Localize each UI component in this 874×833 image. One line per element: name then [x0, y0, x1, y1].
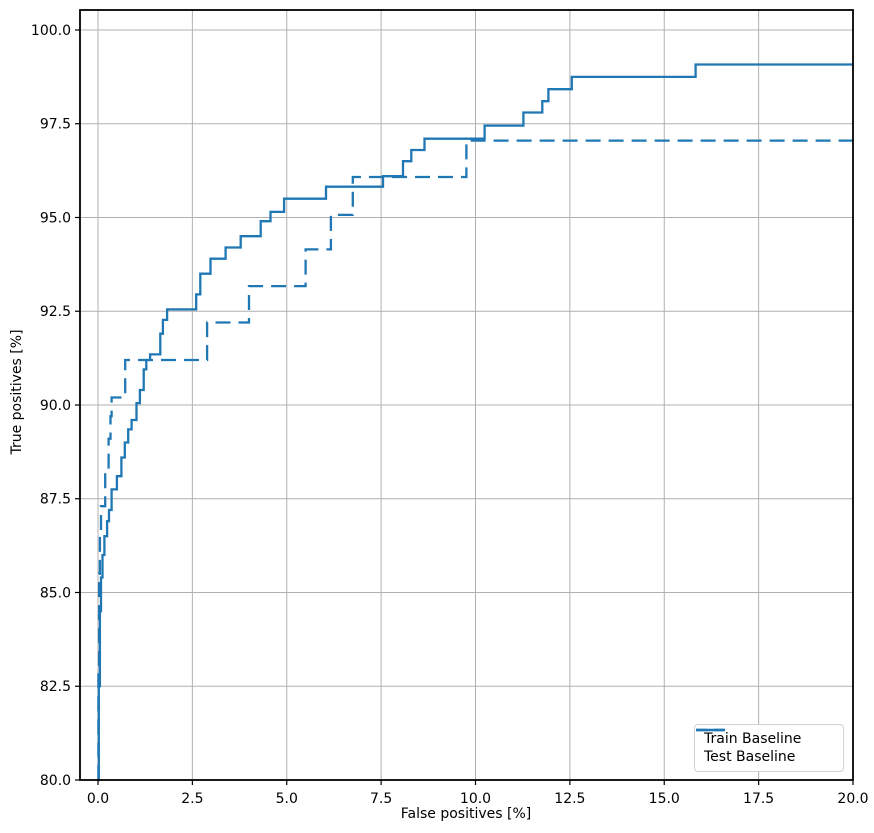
y-tick-label: 80.0: [40, 773, 71, 789]
legend-label-train: Train Baseline: [704, 731, 802, 747]
test-baseline-curve: [97, 139, 853, 782]
dashed-line-icon: [696, 728, 725, 732]
x-tick-label: 0.0: [87, 791, 109, 807]
y-tick-label: 97.5: [40, 117, 71, 133]
x-tick-label: 5.0: [276, 791, 298, 807]
x-tick-label: 2.5: [181, 791, 203, 807]
train-baseline-curve: [97, 63, 853, 782]
x-tick-label: 20.0: [837, 791, 868, 807]
y-tick-label: 90.0: [40, 398, 71, 414]
y-tick-label: 92.5: [40, 304, 71, 320]
x-tick-label: 17.5: [743, 791, 774, 807]
legend-label-test: Test Baseline: [704, 749, 796, 765]
plot-border: [79, 9, 854, 781]
y-tick-label: 100.0: [31, 23, 71, 39]
y-tick-label: 82.5: [40, 679, 71, 695]
legend-item-test-baseline: Test Baseline: [696, 728, 834, 766]
x-tick-label: 12.5: [554, 791, 585, 807]
x-tick-label: 15.0: [649, 791, 680, 807]
x-tick-label: 7.5: [370, 791, 392, 807]
y-tick-label: 87.5: [40, 492, 71, 508]
y-tick-label: 85.0: [40, 585, 71, 601]
chart-legend: Train Baseline Test Baseline: [694, 724, 844, 772]
x-axis-label: False positives [%]: [400, 806, 532, 822]
y-axis-label: True positives [%]: [9, 329, 25, 455]
x-tick-label: 10.0: [460, 791, 491, 807]
y-tick-label: 95.0: [40, 210, 71, 226]
